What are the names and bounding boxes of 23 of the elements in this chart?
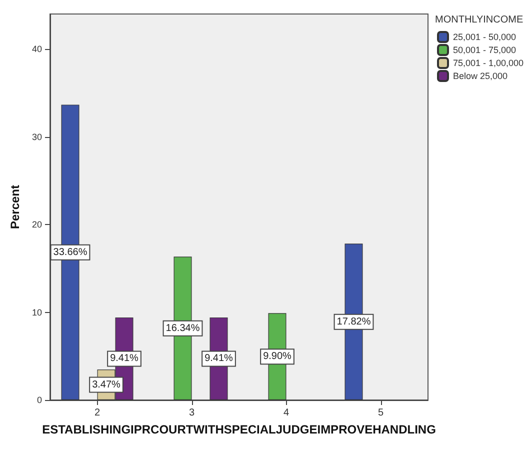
x-tick-label: 3 [188,408,195,418]
data-label: 17.82% [336,316,371,328]
x-tick-label: 2 [94,408,100,418]
y-tick-label: 20 [32,220,42,230]
data-label: 9.41% [204,353,234,364]
x-tick-label: 5 [378,408,384,418]
legend-label: 50,001 - 75,000 [453,45,516,55]
y-tick-label: 30 [32,132,42,142]
x-axis-title: ESTABLISHINGIPRCOURTWITHSPECIALJUDGEIMPROVEHANDLING [42,422,436,436]
data-label: 9.41% [110,353,139,364]
data-label: 3.47% [92,379,121,390]
legend-title: MONTHLYINCOME [435,14,524,26]
x-tick-label: 4 [283,408,290,418]
y-axis-title: Percent [8,184,22,230]
data-label: 33.66% [53,246,88,258]
y-tick-label: 40 [32,44,42,54]
y-tick-label: 10 [32,307,42,318]
legend-label: 75,001 - 1,00,000 [453,58,524,68]
data-label: 16.34% [166,322,200,334]
data-label: 9.90% [263,351,292,362]
y-tick-label: 0 [36,395,42,405]
legend-label: Below 25,000 [453,71,508,81]
legend-label: 25,001 - 50,000 [453,32,516,42]
